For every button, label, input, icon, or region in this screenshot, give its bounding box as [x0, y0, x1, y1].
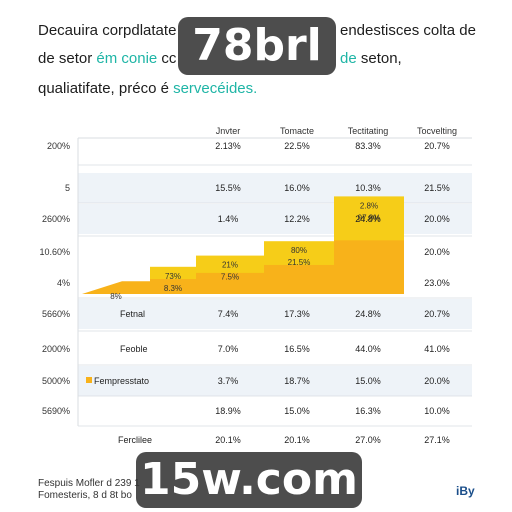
cell-value: 20.0%: [424, 247, 450, 257]
bar-label: 8%: [110, 292, 122, 301]
heading-line-1-right-text: endestisces colta de: [340, 22, 476, 39]
bar-label: 2.8%: [360, 201, 378, 210]
heading-line-1: Decauira corpdlatate pa: [38, 22, 197, 39]
cell-value: 15.5%: [215, 183, 241, 193]
heading-line-2: de setor ém conie cc: [38, 50, 176, 67]
column-header: Tomacte: [280, 126, 314, 136]
bottom-row-value: 27.0%: [355, 435, 381, 445]
column-header: Tectitating: [348, 126, 389, 136]
heading-line-1-text: Decauira corpdlatate pa: [38, 22, 198, 39]
cell-value: 10.0%: [424, 406, 450, 416]
heading-line-3-accent: servecéides.: [173, 80, 258, 97]
cell-value: 2.13%: [215, 141, 241, 151]
cell-value: 24.8%: [355, 309, 381, 319]
row-label: 200%: [47, 141, 70, 151]
row-bands: [78, 173, 472, 396]
bottom-row-value: 20.1%: [215, 435, 241, 445]
heading-line-3: qualiatifate, préco é servecéides.: [38, 80, 257, 97]
cell-value: 16.0%: [284, 183, 310, 193]
heading-line-2-accent: ém conie: [96, 50, 158, 67]
bar-lower: [196, 272, 264, 294]
row-label: 2600%: [42, 214, 70, 224]
row-name: Fetnal: [120, 309, 145, 319]
cell-value: 20.7%: [424, 141, 450, 151]
column-header: Tocvelting: [417, 126, 457, 136]
row-name: Fempresstato: [94, 376, 149, 386]
cell-value: 20.0%: [424, 214, 450, 224]
cell-value: 12.2%: [284, 214, 310, 224]
bar-lower: [150, 279, 196, 294]
grid-lines: [77, 137, 472, 427]
bar-label: 97.8%: [358, 213, 381, 222]
row-label: 4%: [57, 278, 70, 288]
cell-value: 20.0%: [424, 376, 450, 386]
bottom-row-value: 20.1%: [284, 435, 310, 445]
bar-label: 80%: [291, 246, 307, 255]
row-band: [78, 299, 472, 329]
cell-value: 21.5%: [424, 183, 450, 193]
heading-line-2-right-text: seton,: [356, 50, 402, 67]
cell-value: 15.0%: [284, 406, 310, 416]
bar-label: 21%: [222, 261, 238, 270]
cell-value: 24.8%: [355, 214, 381, 224]
watermark-badge-bottom: 15w.com: [136, 452, 362, 508]
row-label: 5660%: [42, 309, 70, 319]
cell-value: 44.0%: [355, 344, 381, 354]
bar-lower: [264, 264, 334, 294]
row-name: Feoble: [120, 344, 148, 354]
cell-value: 15.0%: [355, 376, 381, 386]
cell-value: 16.3%: [355, 406, 381, 416]
bottom-row-value: 27.1%: [424, 435, 450, 445]
cell-value: 7.4%: [218, 309, 239, 319]
footer-line-1: Fespuis Mofler d 239 1: [38, 478, 140, 489]
cell-value: 20.7%: [424, 309, 450, 319]
heading-line-3-text: qualiatifate, préco é: [38, 80, 174, 97]
bars: [82, 196, 404, 294]
footer-line-2: Fomesteris, 8 d 8t bo: [38, 490, 132, 501]
cell-value: 23.0%: [424, 278, 450, 288]
cell-value: 7.0%: [218, 344, 239, 354]
legend-swatch: [86, 377, 92, 383]
bar-label: 73%: [165, 272, 181, 281]
bar-label: 7.5%: [221, 273, 239, 282]
heading-line-2-right: de seton,: [340, 50, 402, 67]
labels: Jnvter Tomacte Tectitating Tocvelting 200% 5 2…: [39, 126, 457, 445]
row-label: 10.60%: [39, 247, 70, 257]
cell-value: 1.4%: [218, 214, 239, 224]
bar-label: 8.3%: [164, 284, 182, 293]
bottom-row-label: Ferclilee: [118, 435, 152, 445]
row-label: 5: [65, 183, 70, 193]
cell-value: 41.0%: [424, 344, 450, 354]
bar-label: 21.5%: [288, 258, 311, 267]
bar-lower: [334, 240, 404, 294]
row-band: [78, 366, 472, 396]
column-header: Jnvter: [216, 126, 241, 136]
brand-logo: iBy: [456, 484, 475, 498]
watermark-badge-top: 78brl: [178, 17, 336, 75]
heading-line-2-right-accent: de: [340, 50, 357, 67]
bar: [82, 281, 150, 294]
cell-value: 83.3%: [355, 141, 381, 151]
cell-value: 22.5%: [284, 141, 310, 151]
cell-value: 18.9%: [215, 406, 241, 416]
row-label: 5000%: [42, 376, 70, 386]
cell-value: 17.3%: [284, 309, 310, 319]
row-label: 2000%: [42, 344, 70, 354]
cell-value: 16.5%: [284, 344, 310, 354]
heading-line-1-right: endestisces colta de: [340, 22, 476, 39]
cell-value: 18.7%: [284, 376, 310, 386]
row-band: [78, 173, 472, 203]
row-label: 5690%: [42, 406, 70, 416]
row-band: [78, 204, 472, 234]
heading-line-2-text: de setor: [38, 50, 97, 67]
cell-value: 10.3%: [355, 183, 381, 193]
cell-value: 3.7%: [218, 376, 239, 386]
heading-line-2-tail: cc: [157, 50, 177, 67]
